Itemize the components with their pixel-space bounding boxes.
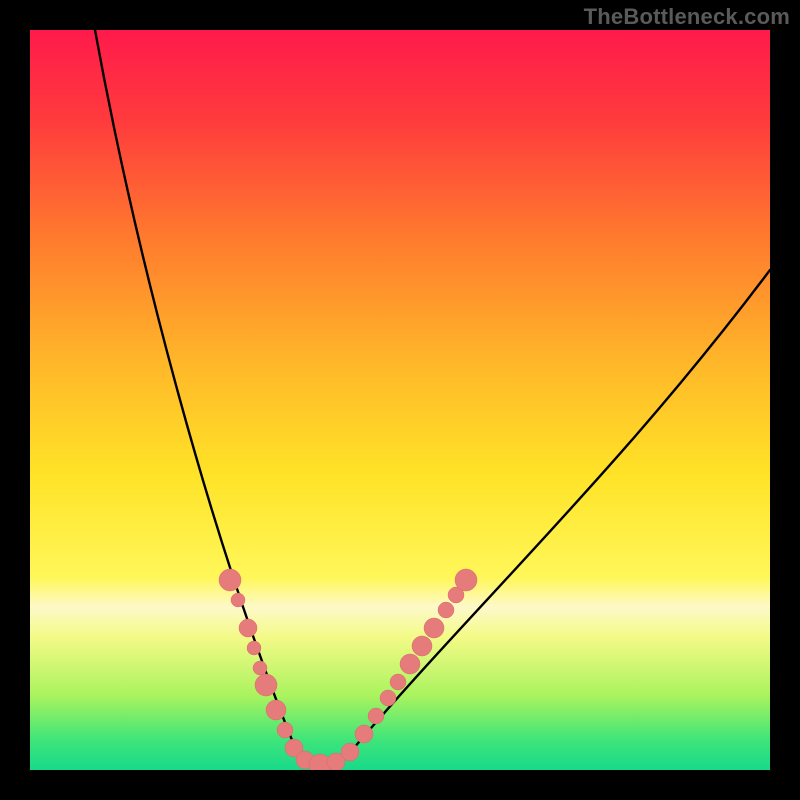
data-dot	[438, 602, 454, 618]
data-dot	[390, 674, 406, 690]
data-dot	[368, 708, 384, 724]
data-dot	[239, 619, 257, 637]
data-dot	[231, 593, 245, 607]
data-dot	[277, 722, 293, 738]
data-dot	[380, 690, 396, 706]
data-dot	[412, 636, 432, 656]
watermark-text: TheBottleneck.com	[584, 4, 790, 30]
data-dot	[247, 641, 261, 655]
data-dot	[424, 618, 444, 638]
data-dot	[255, 674, 277, 696]
data-dot	[400, 654, 420, 674]
data-dot	[266, 700, 286, 720]
data-dot	[341, 743, 359, 761]
bottleneck-chart-svg	[0, 0, 800, 800]
data-dot	[355, 725, 373, 743]
data-dot	[455, 569, 477, 591]
data-dot	[253, 661, 267, 675]
data-dot	[219, 569, 241, 591]
chart-gradient-background	[30, 30, 770, 770]
chart-stage: TheBottleneck.com	[0, 0, 800, 800]
